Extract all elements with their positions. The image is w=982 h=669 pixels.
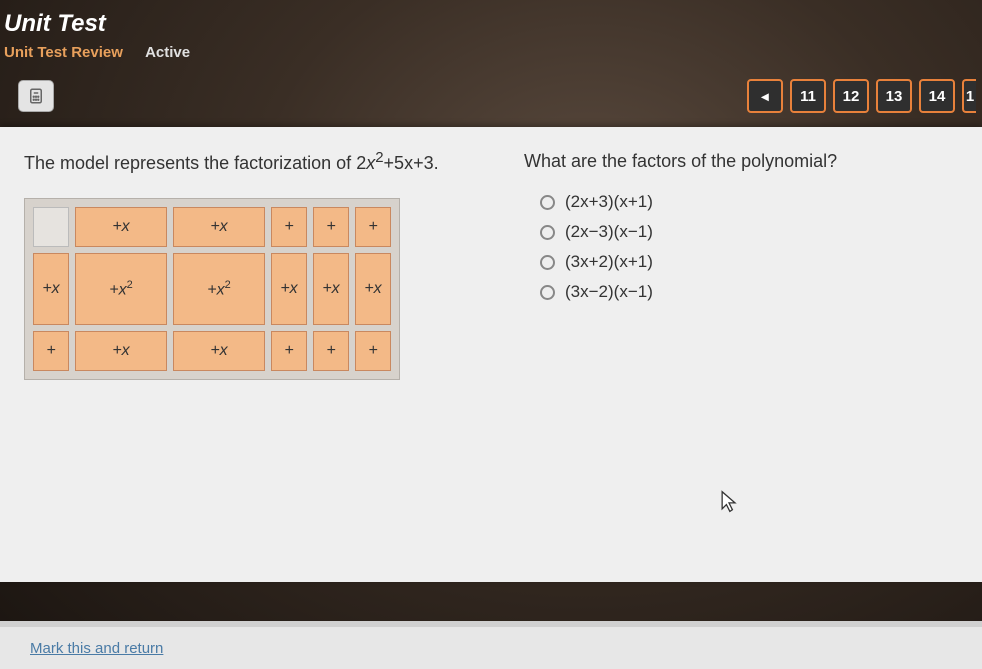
tile-blank xyxy=(33,207,69,247)
nav-item-12[interactable]: 12 xyxy=(833,79,869,113)
option-a[interactable]: (2x+3)(x+1) xyxy=(540,192,958,212)
active-label: Active xyxy=(145,44,190,61)
expr-var: x xyxy=(366,153,375,173)
option-d[interactable]: (3x−2)(x−1) xyxy=(540,282,958,302)
tile-x2: +x2 xyxy=(173,253,265,325)
tile-x: +x xyxy=(313,253,349,325)
expr-coef: 2 xyxy=(356,153,366,173)
nav-item-13[interactable]: 13 xyxy=(876,79,912,113)
expr-rest: +5x+3. xyxy=(384,153,439,173)
tile-unit: + xyxy=(313,331,349,371)
tile-x2: +x2 xyxy=(75,253,167,325)
nav-item-partial[interactable]: 1 xyxy=(962,79,976,113)
footer-bar: Mark this and return xyxy=(0,621,982,669)
header: Unit Test Unit Test Review Active xyxy=(0,0,982,61)
subtitle-line: Unit Test Review Active xyxy=(4,44,978,61)
tile-col-header: +x xyxy=(75,207,167,247)
expr-sup: 2 xyxy=(375,149,383,166)
tile-col-header: + xyxy=(313,207,349,247)
calculator-button[interactable] xyxy=(18,80,54,112)
question-text: What are the factors of the polynomial? xyxy=(524,151,958,172)
tile-col-header: + xyxy=(271,207,307,247)
tile-x: +x xyxy=(271,253,307,325)
toolbar: ◂ 11 12 13 14 1 xyxy=(0,61,982,127)
review-label: Unit Test Review xyxy=(4,44,123,61)
tile-unit: + xyxy=(271,331,307,371)
tile-col-header: + xyxy=(355,207,391,247)
tile-unit: + xyxy=(355,331,391,371)
mark-return-link[interactable]: Mark this and return xyxy=(30,640,163,657)
tile-row-header: +x xyxy=(33,253,69,325)
content-panel: The model represents the factorization o… xyxy=(0,127,982,582)
option-b[interactable]: (2x−3)(x−1) xyxy=(540,222,958,242)
radio-icon xyxy=(540,255,555,270)
calculator-icon xyxy=(27,87,45,105)
option-label: (2x+3)(x+1) xyxy=(565,192,653,212)
option-c[interactable]: (3x+2)(x+1) xyxy=(540,252,958,272)
prompt-prefix: The model represents the factorization o… xyxy=(24,153,356,173)
tile-col-header: +x xyxy=(173,207,265,247)
nav-item-11[interactable]: 11 xyxy=(790,79,826,113)
option-label: (3x+2)(x+1) xyxy=(565,252,653,272)
tile-x: +x xyxy=(75,331,167,371)
algebra-tile-model: +x +x + + + +x +x2 +x2 +x +x +x + +x +x … xyxy=(24,198,400,380)
tile-x: +x xyxy=(173,331,265,371)
page-title: Unit Test xyxy=(4,10,978,38)
nav-item-14[interactable]: 14 xyxy=(919,79,955,113)
tile-row-header: + xyxy=(33,331,69,371)
left-column: The model represents the factorization o… xyxy=(24,149,484,582)
cursor-icon xyxy=(720,490,738,514)
nav-prev-button[interactable]: ◂ xyxy=(747,79,783,113)
radio-icon xyxy=(540,195,555,210)
radio-icon xyxy=(540,225,555,240)
prompt-text: The model represents the factorization o… xyxy=(24,149,484,174)
right-column: What are the factors of the polynomial? … xyxy=(524,149,958,582)
tile-x: +x xyxy=(355,253,391,325)
question-nav: ◂ 11 12 13 14 1 xyxy=(747,79,976,113)
option-label: (2x−3)(x−1) xyxy=(565,222,653,242)
option-label: (3x−2)(x−1) xyxy=(565,282,653,302)
radio-icon xyxy=(540,285,555,300)
